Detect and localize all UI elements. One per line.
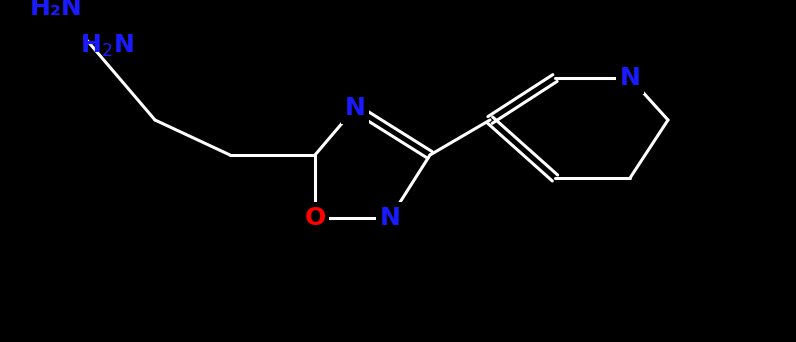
Text: N: N: [380, 206, 400, 230]
Text: H$_2$N: H$_2$N: [80, 33, 134, 59]
Text: N: N: [345, 96, 365, 120]
Text: H₂N: H₂N: [30, 0, 83, 20]
Text: N: N: [619, 66, 641, 90]
Text: O: O: [304, 206, 326, 230]
